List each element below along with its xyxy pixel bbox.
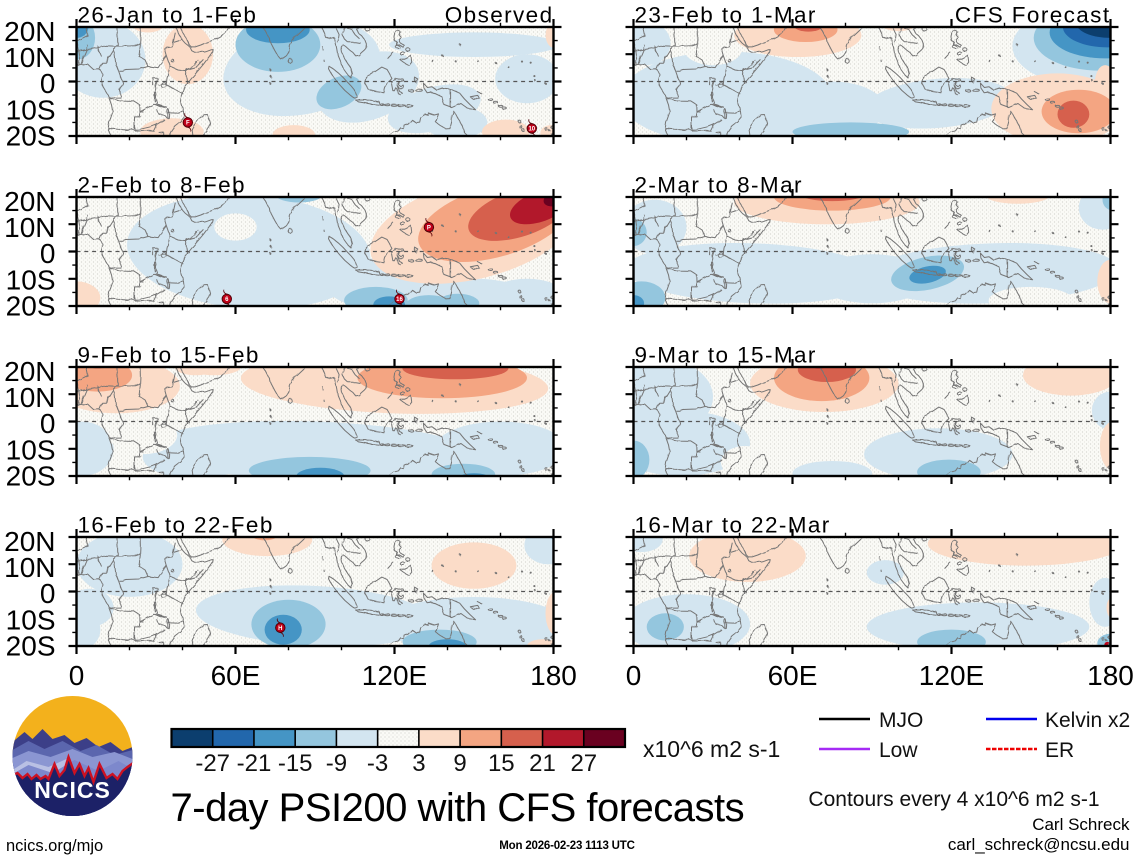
svg-text:Contours every 4 x10^6 m2 s-1: Contours every 4 x10^6 m2 s-1 [808,788,1099,811]
svg-text:-27: -27 [195,750,230,777]
svg-text:Low: Low [879,739,918,762]
svg-text:0: 0 [40,408,56,439]
svg-text:16-Mar to 22-Mar: 16-Mar to 22-Mar [635,513,831,538]
svg-text:P: P [427,225,431,231]
svg-text:2-Mar to 8-Mar: 2-Mar to 8-Mar [635,173,803,198]
svg-text:10S: 10S [6,94,56,125]
svg-text:2-Feb to 8-Feb: 2-Feb to 8-Feb [78,173,246,198]
svg-text:9: 9 [453,750,466,777]
svg-text:-15: -15 [278,750,313,777]
svg-text:6: 6 [225,297,229,303]
svg-text:10N: 10N [4,382,55,413]
svg-text:20N: 20N [4,186,55,217]
svg-text:10S: 10S [6,434,56,465]
svg-text:10N: 10N [4,212,55,243]
svg-text:3: 3 [412,750,425,777]
svg-text:21: 21 [529,750,556,777]
svg-text:x10^6 m2 s-1: x10^6 m2 s-1 [643,736,780,762]
svg-text:9-Feb to 15-Feb: 9-Feb to 15-Feb [78,343,260,368]
svg-text:0: 0 [626,660,642,691]
svg-text:20S: 20S [6,631,56,662]
svg-text:20S: 20S [6,121,56,152]
svg-text:10: 10 [528,127,535,133]
svg-text:60E: 60E [768,660,818,691]
svg-text:10S: 10S [6,604,56,635]
svg-text:Mon 2026-02-23 1113 UTC: Mon 2026-02-23 1113 UTC [499,840,634,852]
svg-text:NCICS: NCICS [34,777,111,803]
svg-text:15: 15 [488,750,515,777]
svg-text:120E: 120E [362,660,427,691]
svg-text:20N: 20N [4,356,55,387]
svg-text:120E: 120E [919,660,984,691]
svg-text:23-Feb to 1-Mar: 23-Feb to 1-Mar [635,3,817,28]
svg-text:H: H [278,626,282,632]
svg-text:26-Jan to 1-Feb: 26-Jan to 1-Feb [78,3,258,28]
svg-text:60E: 60E [211,660,261,691]
svg-text:180: 180 [1087,660,1134,691]
svg-text:Kelvin x2: Kelvin x2 [1045,709,1130,732]
svg-text:ER: ER [1045,739,1074,762]
svg-text:ncics.org/mjo: ncics.org/mjo [6,837,103,855]
svg-text:CFS Forecast: CFS Forecast [955,3,1111,28]
svg-text:MJO: MJO [879,709,923,732]
svg-text:-3: -3 [367,750,388,777]
svg-text:carl_schreck@ncsu.edu: carl_schreck@ncsu.edu [948,835,1130,854]
svg-text:F: F [186,121,190,127]
svg-text:20S: 20S [6,461,56,492]
svg-text:10N: 10N [4,42,55,73]
svg-text:0: 0 [69,660,85,691]
svg-text:27: 27 [570,750,597,777]
svg-text:-9: -9 [326,750,347,777]
svg-text:-21: -21 [237,750,272,777]
svg-text:7-day PSI200 with CFS forecast: 7-day PSI200 with CFS forecasts [171,786,745,830]
svg-text:10S: 10S [6,264,56,295]
svg-text:20S: 20S [6,291,56,322]
svg-text:Observed: Observed [445,3,554,28]
svg-text:16-Feb to 22-Feb: 16-Feb to 22-Feb [78,513,274,538]
svg-text:0: 0 [40,68,56,99]
svg-text:10N: 10N [4,552,55,583]
svg-text:20N: 20N [4,526,55,557]
svg-text:16: 16 [396,297,403,303]
svg-text:20N: 20N [4,16,55,47]
svg-text:0: 0 [40,238,56,269]
svg-text:Carl Schreck: Carl Schreck [1032,815,1130,834]
svg-text:180: 180 [530,660,577,691]
svg-text:0: 0 [40,578,56,609]
svg-text:9-Mar to 15-Mar: 9-Mar to 15-Mar [635,343,817,368]
